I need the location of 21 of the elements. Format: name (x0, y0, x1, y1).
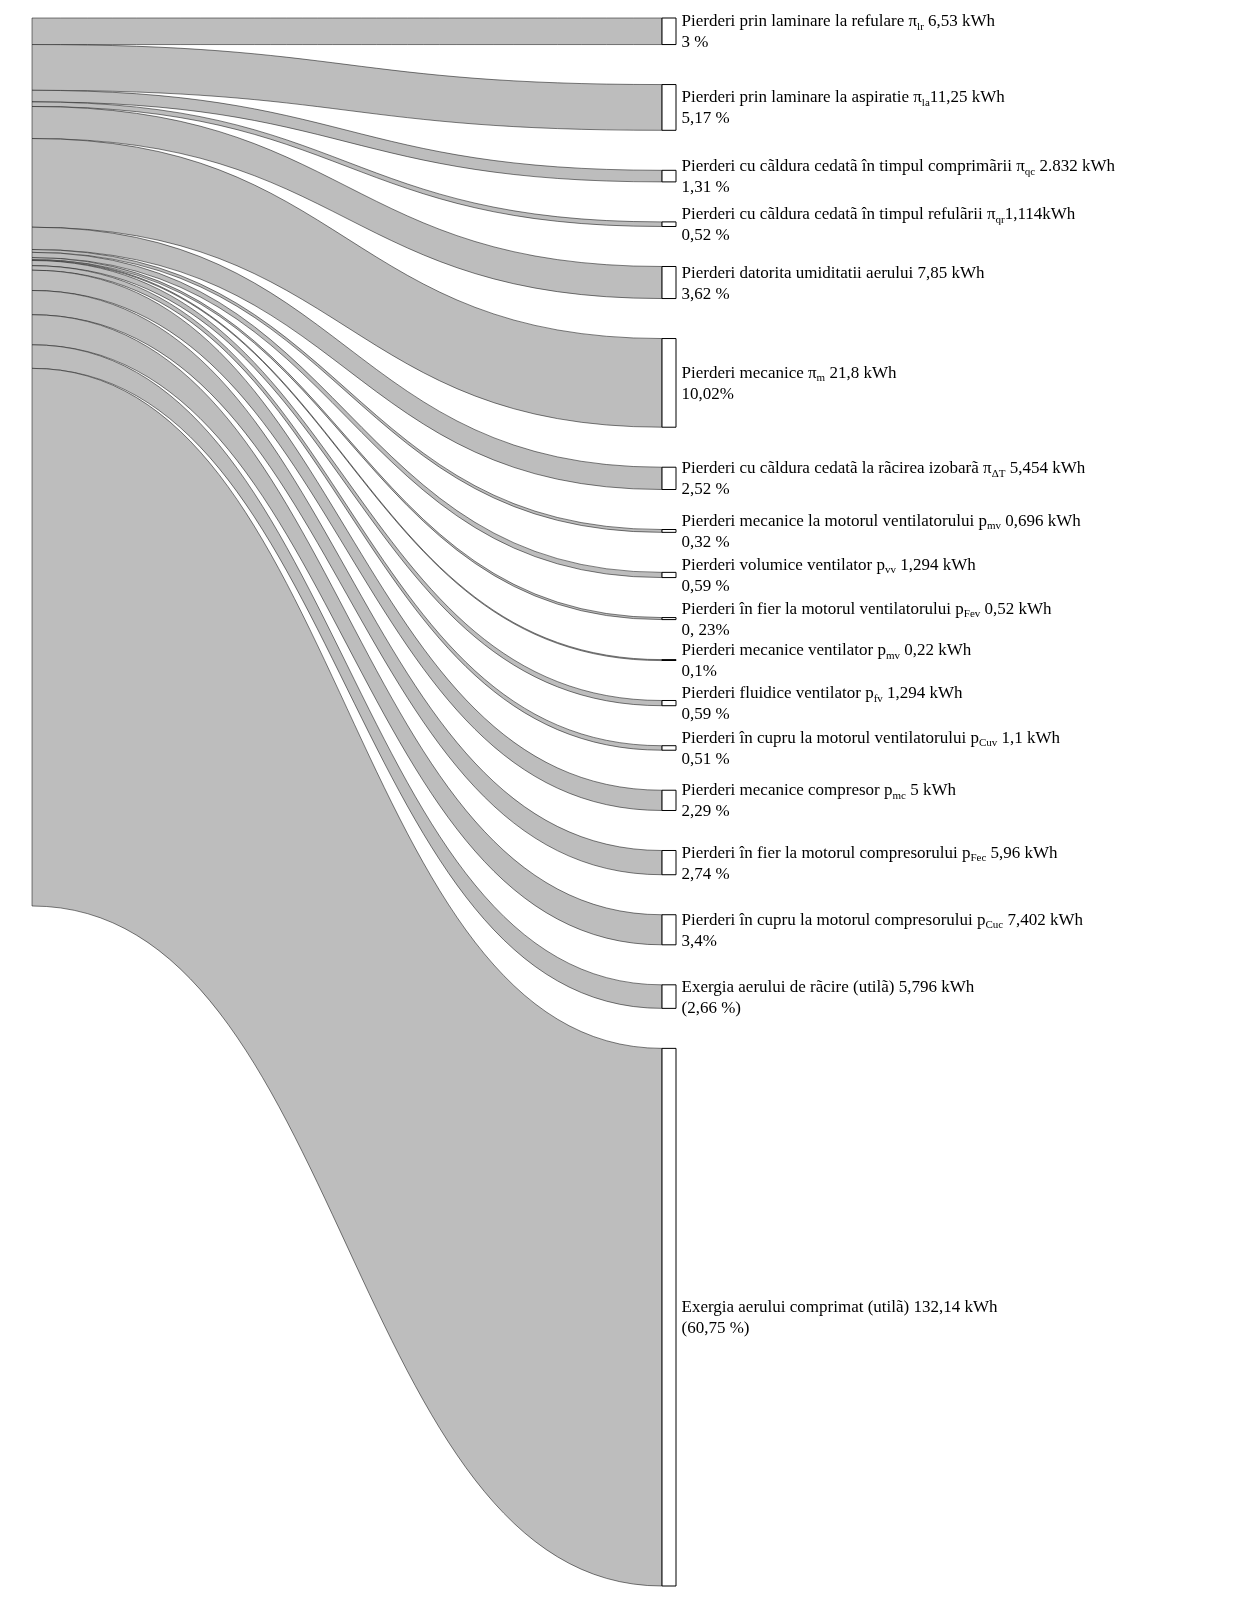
data-label: 3,4% (681, 930, 717, 950)
data-label: 1,31 % (681, 177, 730, 197)
data-label: (2,66 %) (681, 997, 741, 1017)
data-label: 0,1% (681, 661, 717, 681)
data-label: 0,51 % (681, 748, 730, 768)
data-label: 2,29 % (681, 801, 730, 821)
category-label: Pierderi datorita umiditatii aerului 7,85 kWh (681, 262, 986, 282)
data-label: 0,59 % (681, 575, 730, 595)
data-label: 3 % (681, 32, 709, 52)
data-label: 3,62 % (681, 283, 730, 303)
data-label: 0,59 % (681, 704, 730, 724)
data-label: 0,32 % (681, 531, 730, 551)
data-label: 2,74 % (681, 863, 730, 883)
data-label: 0,52 % (681, 225, 730, 245)
data-label: 5,17 % (681, 108, 730, 128)
data-label: 2,52 % (681, 479, 730, 499)
category-label: Exergia aerului de rãcire (utilã) 5,796 kWh (681, 976, 975, 996)
category-label: Exergia aerului comprimat (utilã) 132,14 kWh (681, 1297, 998, 1317)
data-label: 0, 23% (681, 619, 730, 639)
data-label: (60,75 %) (681, 1318, 750, 1338)
data-label: 10,02% (681, 383, 734, 403)
